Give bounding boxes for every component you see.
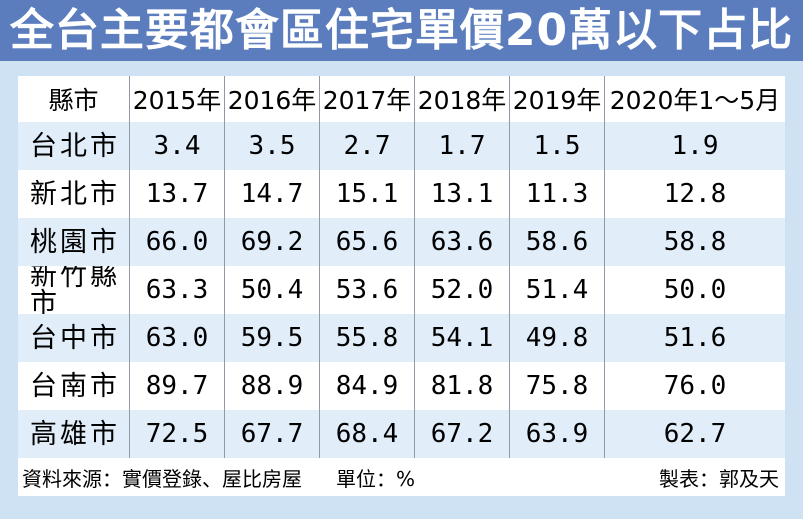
- value-cell: 52.0: [415, 266, 510, 314]
- value-cell: 11.3: [510, 170, 605, 218]
- value-cell: 55.8: [320, 314, 415, 362]
- column-header: 縣市: [18, 76, 130, 122]
- value-cell: 76.0: [663, 371, 727, 401]
- city-name: 高雄市: [30, 418, 117, 450]
- column-header: 2018年: [415, 76, 510, 122]
- table-row: 台南市 89.7 88.9 84.9 81.8 75.8 76.0: [18, 362, 785, 410]
- unit-note: 單位：%: [336, 466, 416, 491]
- city-cell: 新竹縣市: [18, 266, 130, 314]
- city-name: 新竹縣市: [30, 266, 117, 314]
- value-cell: 1.7: [415, 122, 510, 170]
- value-cell: 13.1: [415, 170, 510, 218]
- value-cell: 65.6: [320, 218, 415, 266]
- table-header-row: 縣市 2015年 2016年 2017年 2018年 2019年 2020年1～5月: [18, 76, 785, 122]
- value-cell: 66.0: [130, 218, 225, 266]
- value-cell: 62.7: [663, 419, 727, 449]
- table-row: 高雄市 72.5 67.7 68.4 67.2 63.9 62.7: [18, 410, 785, 458]
- value-cell: 84.9: [320, 362, 415, 410]
- value-cell: 58.6: [510, 218, 605, 266]
- city-cell: 台中市: [18, 314, 130, 362]
- city-cell: 新北市: [18, 170, 130, 218]
- value-cell: 14.7: [225, 170, 320, 218]
- value-cell: 49.8: [510, 314, 605, 362]
- city-cell: 台北市: [18, 122, 130, 170]
- table-row: 新竹縣市 63.3 50.4 53.6 52.0 51.4 50.0: [18, 266, 785, 314]
- column-header: 2019年: [510, 76, 605, 122]
- value-cell: 89.7: [130, 362, 225, 410]
- value-cell: 63.0: [130, 314, 225, 362]
- city-name: 台中市: [30, 322, 117, 354]
- value-cell: 50.4: [225, 266, 320, 314]
- value-cell: 53.6: [320, 266, 415, 314]
- credit-note: 製表：郭及天: [659, 466, 779, 491]
- table-body: 台北市 3.4 3.5 2.7 1.7 1.5 1.9 新北市 13.7 14.7 15.1 13.1…: [18, 122, 785, 458]
- value-cell: 81.8: [415, 362, 510, 410]
- city-cell: 高雄市: [18, 410, 130, 458]
- city-name: 桃園市: [30, 226, 117, 258]
- value-cell: 67.2: [415, 410, 510, 458]
- table-row: 台中市 63.0 59.5 55.8 54.1 49.8 51.6: [18, 314, 785, 362]
- table-row: 台北市 3.4 3.5 2.7 1.7 1.5 1.9: [18, 122, 785, 170]
- city-name: 新北市: [30, 178, 117, 210]
- value-cell: 15.1: [320, 170, 415, 218]
- value-cell: 69.2: [225, 218, 320, 266]
- value-cell: 51.6: [663, 323, 727, 353]
- city-name: 台北市: [30, 130, 117, 162]
- value-cell: 54.1: [415, 314, 510, 362]
- city-cell: 桃園市: [18, 218, 130, 266]
- value-cell: 50.0: [663, 275, 727, 305]
- value-cell: 3.4: [130, 122, 225, 170]
- column-header: 2015年: [130, 76, 225, 122]
- table-row: 桃園市 66.0 69.2 65.6 63.6 58.6 58.8: [18, 218, 785, 266]
- value-cell: 59.5: [225, 314, 320, 362]
- city-name: 台南市: [30, 370, 117, 402]
- value-cell: 58.8: [663, 227, 727, 257]
- housing-price-table: 縣市 2015年 2016年 2017年 2018年 2019年 2020年1～5月 台北市…: [18, 76, 785, 496]
- column-header: 2017年: [320, 76, 415, 122]
- table-row: 新北市 13.7 14.7 15.1 13.1 11.3 12.8: [18, 170, 785, 218]
- column-header: 2020年1～5月: [609, 86, 781, 115]
- value-cell: 63.3: [130, 266, 225, 314]
- value-cell: 72.5: [130, 410, 225, 458]
- city-cell: 台南市: [18, 362, 130, 410]
- page-title: 全台主要都會區住宅單價20萬以下占比: [9, 4, 794, 56]
- value-cell: 88.9: [225, 362, 320, 410]
- value-cell: 2.7: [320, 122, 415, 170]
- source-note: 資料來源：實價登錄、屋比房屋: [22, 466, 302, 491]
- column-header: 2016年: [225, 76, 320, 122]
- value-cell: 13.7: [130, 170, 225, 218]
- value-cell: 67.7: [225, 410, 320, 458]
- value-cell: 3.5: [225, 122, 320, 170]
- value-cell: 63.6: [415, 218, 510, 266]
- title-bar: 全台主要都會區住宅單價20萬以下占比: [0, 0, 803, 61]
- value-cell: 51.4: [510, 266, 605, 314]
- value-cell: 63.9: [510, 410, 605, 458]
- value-cell: 1.5: [510, 122, 605, 170]
- value-cell: 75.8: [510, 362, 605, 410]
- value-cell: 1.9: [671, 131, 719, 161]
- value-cell: 68.4: [320, 410, 415, 458]
- value-cell: 12.8: [663, 179, 727, 209]
- table-footer: 資料來源：實價登錄、屋比房屋 單位：% 製表：郭及天: [18, 458, 785, 496]
